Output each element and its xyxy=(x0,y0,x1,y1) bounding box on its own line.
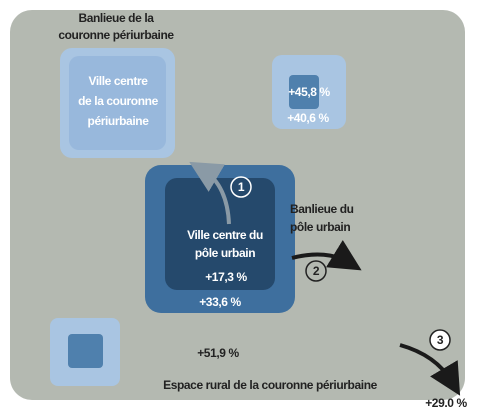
label: périurbaine xyxy=(88,114,150,128)
value: +33,6 % xyxy=(199,295,241,309)
label: Ville centre xyxy=(88,74,148,88)
label: couronne périurbaine xyxy=(58,28,174,42)
label: Ville centre du xyxy=(187,228,263,242)
periurban-inner xyxy=(289,75,319,109)
value: +40,6 % xyxy=(287,111,329,125)
label: pôle urbain xyxy=(290,220,350,234)
step: 3 xyxy=(437,333,444,347)
label: pôle urbain xyxy=(195,246,255,260)
value: +51,9 % xyxy=(197,346,239,360)
value: +17,3 % xyxy=(205,270,247,284)
label: Espace rural de la couronne périurbaine xyxy=(163,378,378,392)
rural-inner xyxy=(68,334,103,368)
step-circle xyxy=(305,260,327,282)
value: +29.0 % xyxy=(425,396,467,410)
step: 2 xyxy=(313,264,320,278)
step-circle xyxy=(230,176,252,198)
arrow xyxy=(189,161,231,225)
step: 1 xyxy=(238,180,245,194)
city-periurban-inner xyxy=(69,56,166,150)
arrow xyxy=(399,343,461,396)
arrow xyxy=(291,239,362,271)
label: Banlieue du xyxy=(290,202,354,216)
step-circle xyxy=(429,329,451,351)
urban-center-inner xyxy=(165,178,275,290)
label: de la couronne xyxy=(78,94,158,108)
value: +45,8 % xyxy=(288,85,330,99)
label: Banlieue de la xyxy=(78,11,154,25)
